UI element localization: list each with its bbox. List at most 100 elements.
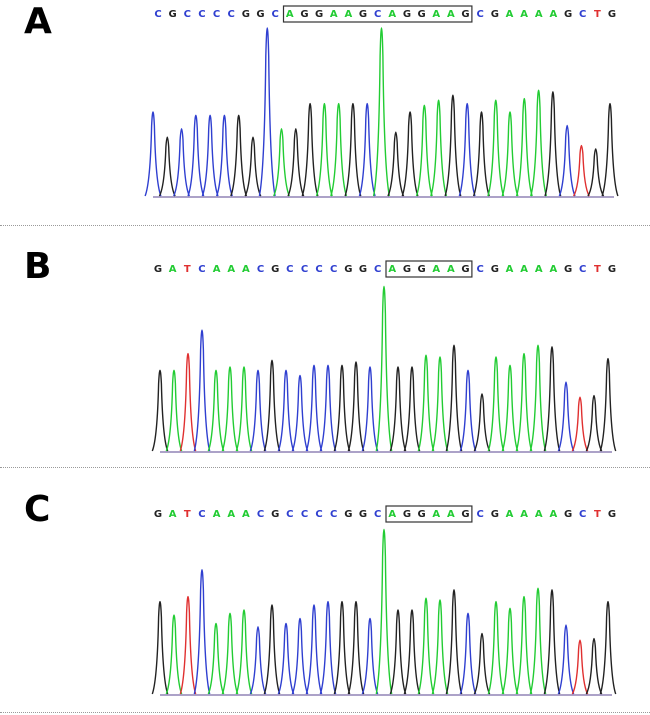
base-call-C: C — [330, 264, 337, 275]
base-call-G: G — [403, 9, 411, 20]
base-call-G: G — [256, 9, 264, 20]
trace-peak-C — [193, 569, 211, 695]
trace-peak-A — [221, 612, 239, 695]
base-call-T: T — [184, 264, 191, 275]
trace-peak-T — [572, 144, 590, 197]
trace-peak-C — [249, 626, 267, 695]
trace-peak-G — [151, 369, 169, 452]
trace-peak-G — [543, 346, 561, 452]
base-call-G: G — [564, 509, 572, 520]
base-call-C: C — [579, 264, 586, 275]
base-call-A: A — [286, 9, 294, 20]
trace-peak-G — [263, 604, 281, 695]
trace-peak-C — [459, 612, 477, 695]
highlighted-motif-box — [385, 260, 473, 278]
base-call-G: G — [359, 9, 367, 20]
trace-peak-G — [333, 364, 351, 452]
base-call-A: A — [520, 9, 528, 20]
base-call-A: A — [535, 264, 543, 275]
panel-divider — [0, 225, 650, 226]
base-call-A: A — [242, 264, 250, 275]
trace-peak-A — [165, 369, 183, 452]
trace-peak-C — [557, 381, 575, 452]
base-call-G: G — [491, 9, 499, 20]
base-call-C: C — [213, 9, 220, 20]
trace-peak-C — [458, 102, 476, 197]
base-call-G: G — [359, 509, 367, 520]
trace-peak-C — [291, 617, 309, 695]
trace-peak-A — [273, 128, 291, 197]
trace-peak-A — [330, 102, 348, 197]
trace-peak-C — [193, 329, 211, 452]
trace-peak-G — [601, 102, 619, 197]
base-call-A: A — [227, 264, 235, 275]
base-call-C: C — [374, 509, 381, 520]
base-call-A: A — [520, 509, 528, 520]
trace-peak-A — [375, 285, 393, 452]
base-call-A: A — [447, 509, 455, 520]
base-call-A: A — [520, 264, 528, 275]
base-call-C: C — [257, 264, 264, 275]
trace-peak-A — [501, 364, 519, 452]
trace-peak-C — [557, 624, 575, 695]
base-call-A: A — [388, 264, 396, 275]
trace-peak-G — [347, 600, 365, 695]
base-call-C: C — [272, 9, 279, 20]
base-call-C: C — [301, 264, 308, 275]
base-call-C: C — [330, 509, 337, 520]
base-call-A: A — [447, 9, 455, 20]
base-call-A: A — [169, 264, 177, 275]
trace-peak-G — [585, 637, 603, 695]
base-call-G: G — [271, 264, 279, 275]
base-call-A: A — [388, 9, 396, 20]
base-call-A: A — [550, 509, 558, 520]
base-call-T: T — [184, 509, 191, 520]
trace-peak-A — [417, 354, 435, 452]
trace-peak-C — [558, 124, 576, 197]
trace-peak-A — [315, 102, 333, 197]
trace-peak-C — [361, 617, 379, 695]
trace-peak-A — [515, 595, 533, 695]
trace-peak-A — [501, 607, 519, 695]
trace-peak-G — [344, 102, 362, 197]
base-call-A: A — [506, 264, 514, 275]
trace-peak-G — [389, 366, 407, 452]
base-call-G: G — [491, 264, 499, 275]
trace-peak-A — [431, 356, 449, 452]
trace-peak-C — [459, 369, 477, 452]
panel-label: A — [24, 1, 52, 42]
trace-peak-C — [305, 364, 323, 452]
base-call-C: C — [286, 264, 293, 275]
base-call-A: A — [169, 509, 177, 520]
trace-peak-G — [230, 114, 248, 197]
base-call-G: G — [608, 264, 616, 275]
trace-peak-G — [599, 600, 617, 695]
base-call-C: C — [286, 509, 293, 520]
trace-peak-C — [201, 114, 219, 197]
base-call-A: A — [213, 509, 221, 520]
base-call-C: C — [257, 509, 264, 520]
trace-peak-A — [221, 366, 239, 452]
highlighted-motif-box — [282, 5, 473, 23]
trace-peak-C — [361, 366, 379, 452]
trace-peak-G — [389, 609, 407, 695]
trace-peak-C — [291, 374, 309, 452]
trace-peak-A — [487, 99, 505, 197]
base-call-G: G — [154, 509, 162, 520]
base-call-G: G — [344, 264, 352, 275]
trace-peak-A — [207, 369, 225, 452]
base-call-A: A — [535, 9, 543, 20]
trace-peak-G — [444, 94, 462, 197]
trace-peak-G — [587, 148, 605, 197]
trace-peak-C — [144, 111, 162, 197]
base-call-G: G — [461, 509, 469, 520]
trace-peak-G — [333, 600, 351, 695]
trace-peak-A — [487, 600, 505, 695]
base-call-T: T — [594, 264, 601, 275]
trace-peak-A — [235, 609, 253, 695]
base-call-C: C — [374, 9, 381, 20]
base-call-G: G — [564, 9, 572, 20]
